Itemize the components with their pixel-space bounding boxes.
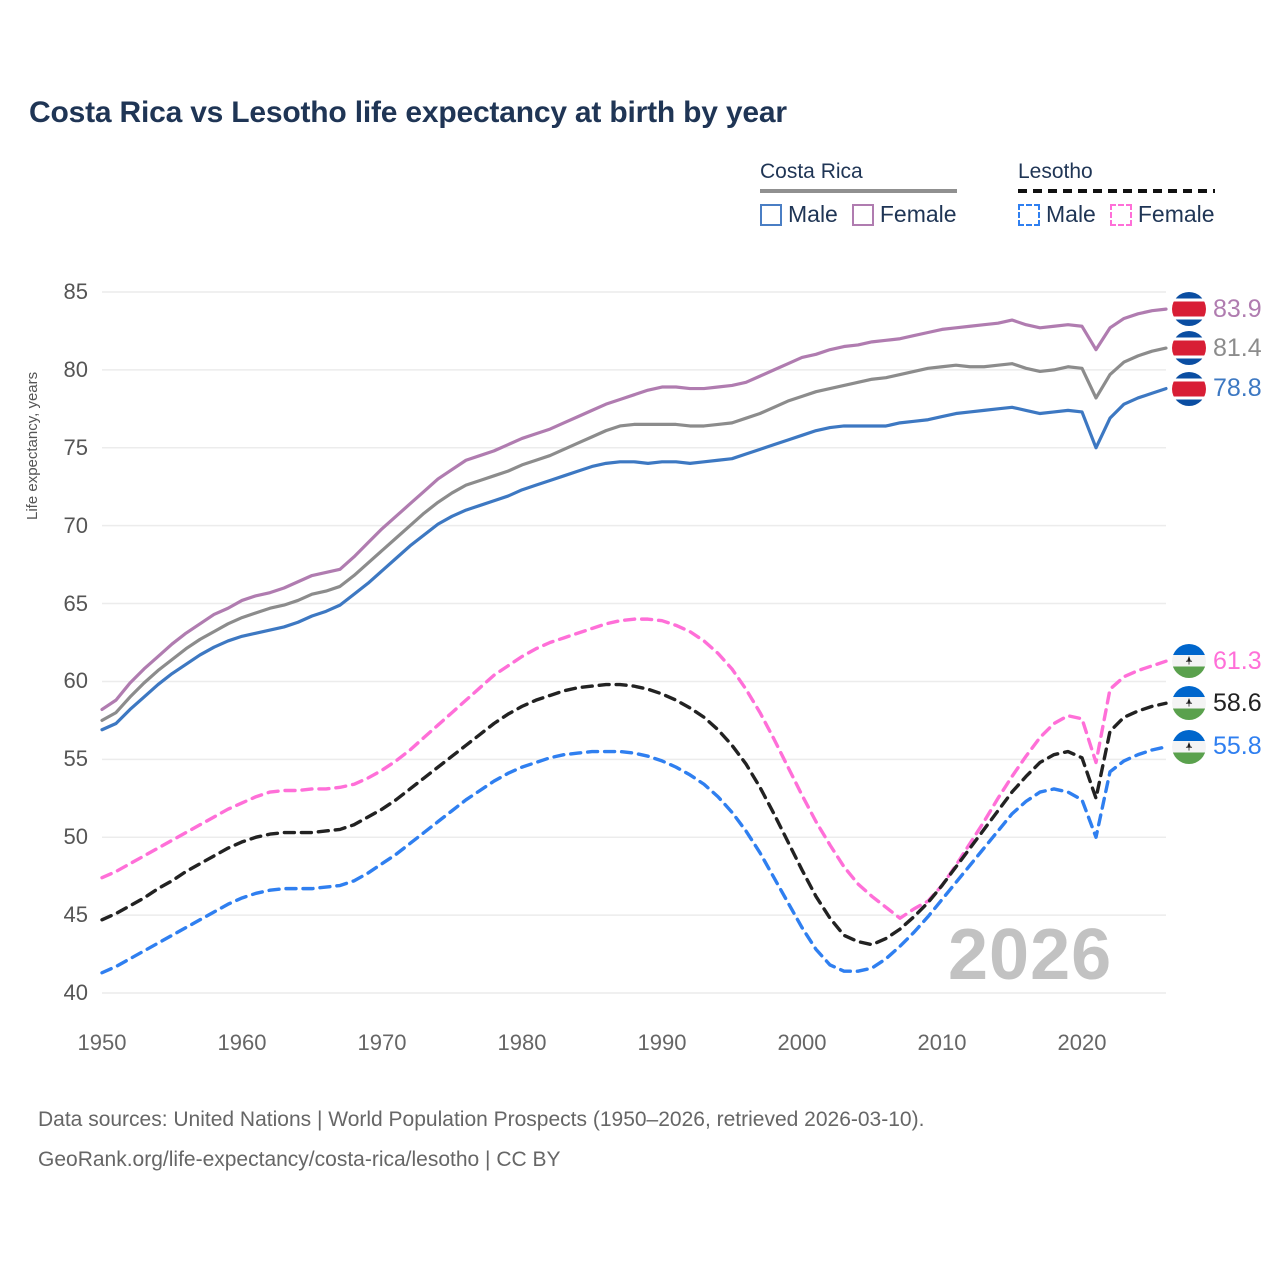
- mokorotlo-hat-icon: [1185, 698, 1193, 707]
- series-line: [100, 346, 1168, 722]
- page-title: Costa Rica vs Lesotho life expectancy at…: [29, 96, 787, 129]
- x-axis-tick-label: 2010: [917, 1030, 967, 1055]
- legend-group-lesotho: Lesotho Male Female: [1018, 160, 1215, 228]
- y-axis-tick-label: 80: [63, 356, 88, 382]
- legend-swatch-icon: [760, 203, 782, 226]
- x-axis-tick-label: 2020: [1057, 1030, 1107, 1055]
- legend-group-costa-rica: Costa Rica Male Female: [760, 160, 957, 228]
- x-axis-tick-label: 1950: [77, 1030, 127, 1055]
- mokorotlo-hat-icon: [1185, 741, 1193, 751]
- lesotho-flag-icon: [1172, 686, 1206, 721]
- lesotho-flag-icon: [1172, 729, 1206, 764]
- x-axis-tick-label: 1980: [497, 1030, 547, 1055]
- series-end-value: 78.8: [1213, 374, 1262, 403]
- y-axis-tick-label: 50: [63, 824, 88, 850]
- y-axis-tick-label: 60: [63, 668, 88, 694]
- y-axis-tick-label: 45: [63, 902, 88, 928]
- series-end-label: 55.8: [1172, 729, 1262, 764]
- y-axis-tick-label: 75: [63, 434, 88, 460]
- y-axis-tick-label: 65: [63, 590, 88, 616]
- series-end-label: 81.4: [1172, 331, 1262, 366]
- legend-swatch-icon: [1109, 203, 1132, 226]
- legend-swatch-icon: [851, 203, 874, 226]
- series-line: [100, 682, 1168, 947]
- legend-item-lesotho-male[interactable]: Male: [1018, 201, 1096, 228]
- legend-rule-solid: [760, 189, 957, 193]
- costa-rica-flag-icon: [1172, 292, 1206, 327]
- legend-item-lesotho-female[interactable]: Female: [1109, 201, 1215, 228]
- x-axis-tick-label: 1990: [637, 1030, 687, 1055]
- series-line: [100, 617, 1168, 920]
- x-axis-tick-label: 1960: [217, 1030, 267, 1055]
- y-axis-tick-label: 40: [63, 980, 88, 1005]
- series-end-value: 81.4: [1213, 333, 1262, 362]
- mokorotlo-hat-icon: [1185, 656, 1193, 665]
- chart-legend: Costa Rica Male Female Lesotho Male: [760, 160, 1260, 240]
- legend-label: Female: [879, 201, 957, 227]
- y-axis-ticks: 40 45 50 55 60 65 70 75 80 85: [0, 0, 88, 1280]
- footer-line-1: Data sources: United Nations | World Pop…: [38, 1108, 925, 1131]
- legend-swatch-icon: [1018, 203, 1040, 226]
- series-end-value: 83.9: [1213, 294, 1262, 323]
- legend-item-costa-rica-female[interactable]: Female: [851, 201, 957, 228]
- legend-country-lesotho: Lesotho: [1018, 160, 1093, 183]
- series-end-value: 55.8: [1213, 732, 1262, 761]
- legend-label: Male: [1046, 201, 1096, 227]
- series-line: [100, 386, 1168, 732]
- y-axis-tick-label: 70: [63, 512, 88, 538]
- series-line: [100, 745, 1168, 975]
- legend-item-costa-rica-male[interactable]: Male: [760, 201, 838, 228]
- costa-rica-flag-icon: [1172, 331, 1206, 366]
- x-axis-tick-label: 2000: [777, 1030, 827, 1055]
- series-end-label: 58.6: [1172, 686, 1262, 721]
- x-axis-tick-label: 1970: [357, 1030, 407, 1055]
- y-axis-tick-label: 55: [63, 746, 88, 772]
- series-end-label: 78.8: [1172, 371, 1262, 406]
- year-watermark: 2026: [948, 915, 1113, 995]
- series-end-value: 61.3: [1213, 646, 1262, 675]
- series-line: [100, 307, 1168, 712]
- costa-rica-flag-icon: [1172, 371, 1206, 406]
- y-axis-tick-label: 85: [63, 279, 88, 304]
- legend-label: Female: [1137, 201, 1215, 227]
- series-end-label: 83.9: [1172, 292, 1262, 327]
- legend-label: Male: [788, 201, 838, 227]
- legend-country-costa-rica: Costa Rica: [760, 160, 863, 183]
- footer-line-2: GeoRank.org/life-expectancy/costa-rica/l…: [38, 1148, 561, 1171]
- series-end-value: 58.6: [1213, 688, 1262, 717]
- series-end-label: 61.3: [1172, 644, 1262, 679]
- lesotho-flag-icon: [1172, 644, 1206, 679]
- legend-rule-dashed: [1018, 189, 1215, 193]
